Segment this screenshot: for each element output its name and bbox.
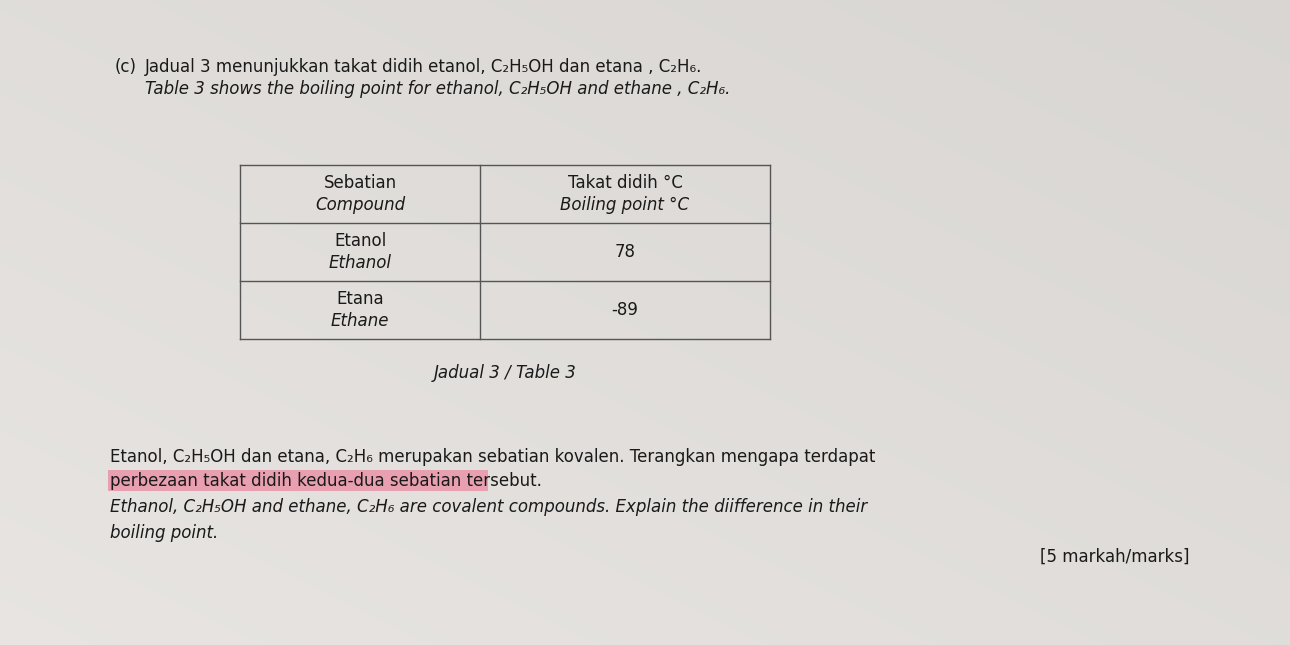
Text: -89: -89 bbox=[611, 301, 639, 319]
Text: Boiling point °C: Boiling point °C bbox=[560, 196, 690, 214]
Text: Table 3 shows the boiling point for ethanol, C₂H₅OH and ethane , C₂H₆.: Table 3 shows the boiling point for etha… bbox=[144, 80, 730, 98]
Text: Ethanol, C₂H₅OH and ethane, C₂H₆ are covalent compounds. Explain the diifference: Ethanol, C₂H₅OH and ethane, C₂H₆ are cov… bbox=[110, 498, 867, 516]
Text: [5 markah/marks]: [5 markah/marks] bbox=[1041, 548, 1189, 566]
Text: perbezaan takat didih kedua-dua sebatian tersebut.: perbezaan takat didih kedua-dua sebatian… bbox=[110, 472, 542, 490]
Text: Etana: Etana bbox=[337, 290, 384, 308]
Text: boiling point.: boiling point. bbox=[110, 524, 218, 542]
Text: Compound: Compound bbox=[315, 196, 405, 214]
Text: Etanol: Etanol bbox=[334, 232, 386, 250]
Text: (c): (c) bbox=[115, 58, 137, 76]
Text: Jadual 3 menunjukkan takat didih etanol, C₂H₅OH dan etana , C₂H₆.: Jadual 3 menunjukkan takat didih etanol,… bbox=[144, 58, 702, 76]
Text: 78: 78 bbox=[614, 243, 636, 261]
Text: Ethanol: Ethanol bbox=[329, 254, 391, 272]
Text: Ethane: Ethane bbox=[330, 312, 390, 330]
Text: Sebatian: Sebatian bbox=[324, 174, 396, 192]
FancyBboxPatch shape bbox=[108, 470, 488, 491]
Text: Etanol, C₂H₅OH dan etana, C₂H₆ merupakan sebatian kovalen. Terangkan mengapa ter: Etanol, C₂H₅OH dan etana, C₂H₆ merupakan… bbox=[110, 448, 876, 466]
Text: Jadual 3 / Table 3: Jadual 3 / Table 3 bbox=[433, 364, 577, 382]
Text: Takat didih °C: Takat didih °C bbox=[568, 174, 682, 192]
